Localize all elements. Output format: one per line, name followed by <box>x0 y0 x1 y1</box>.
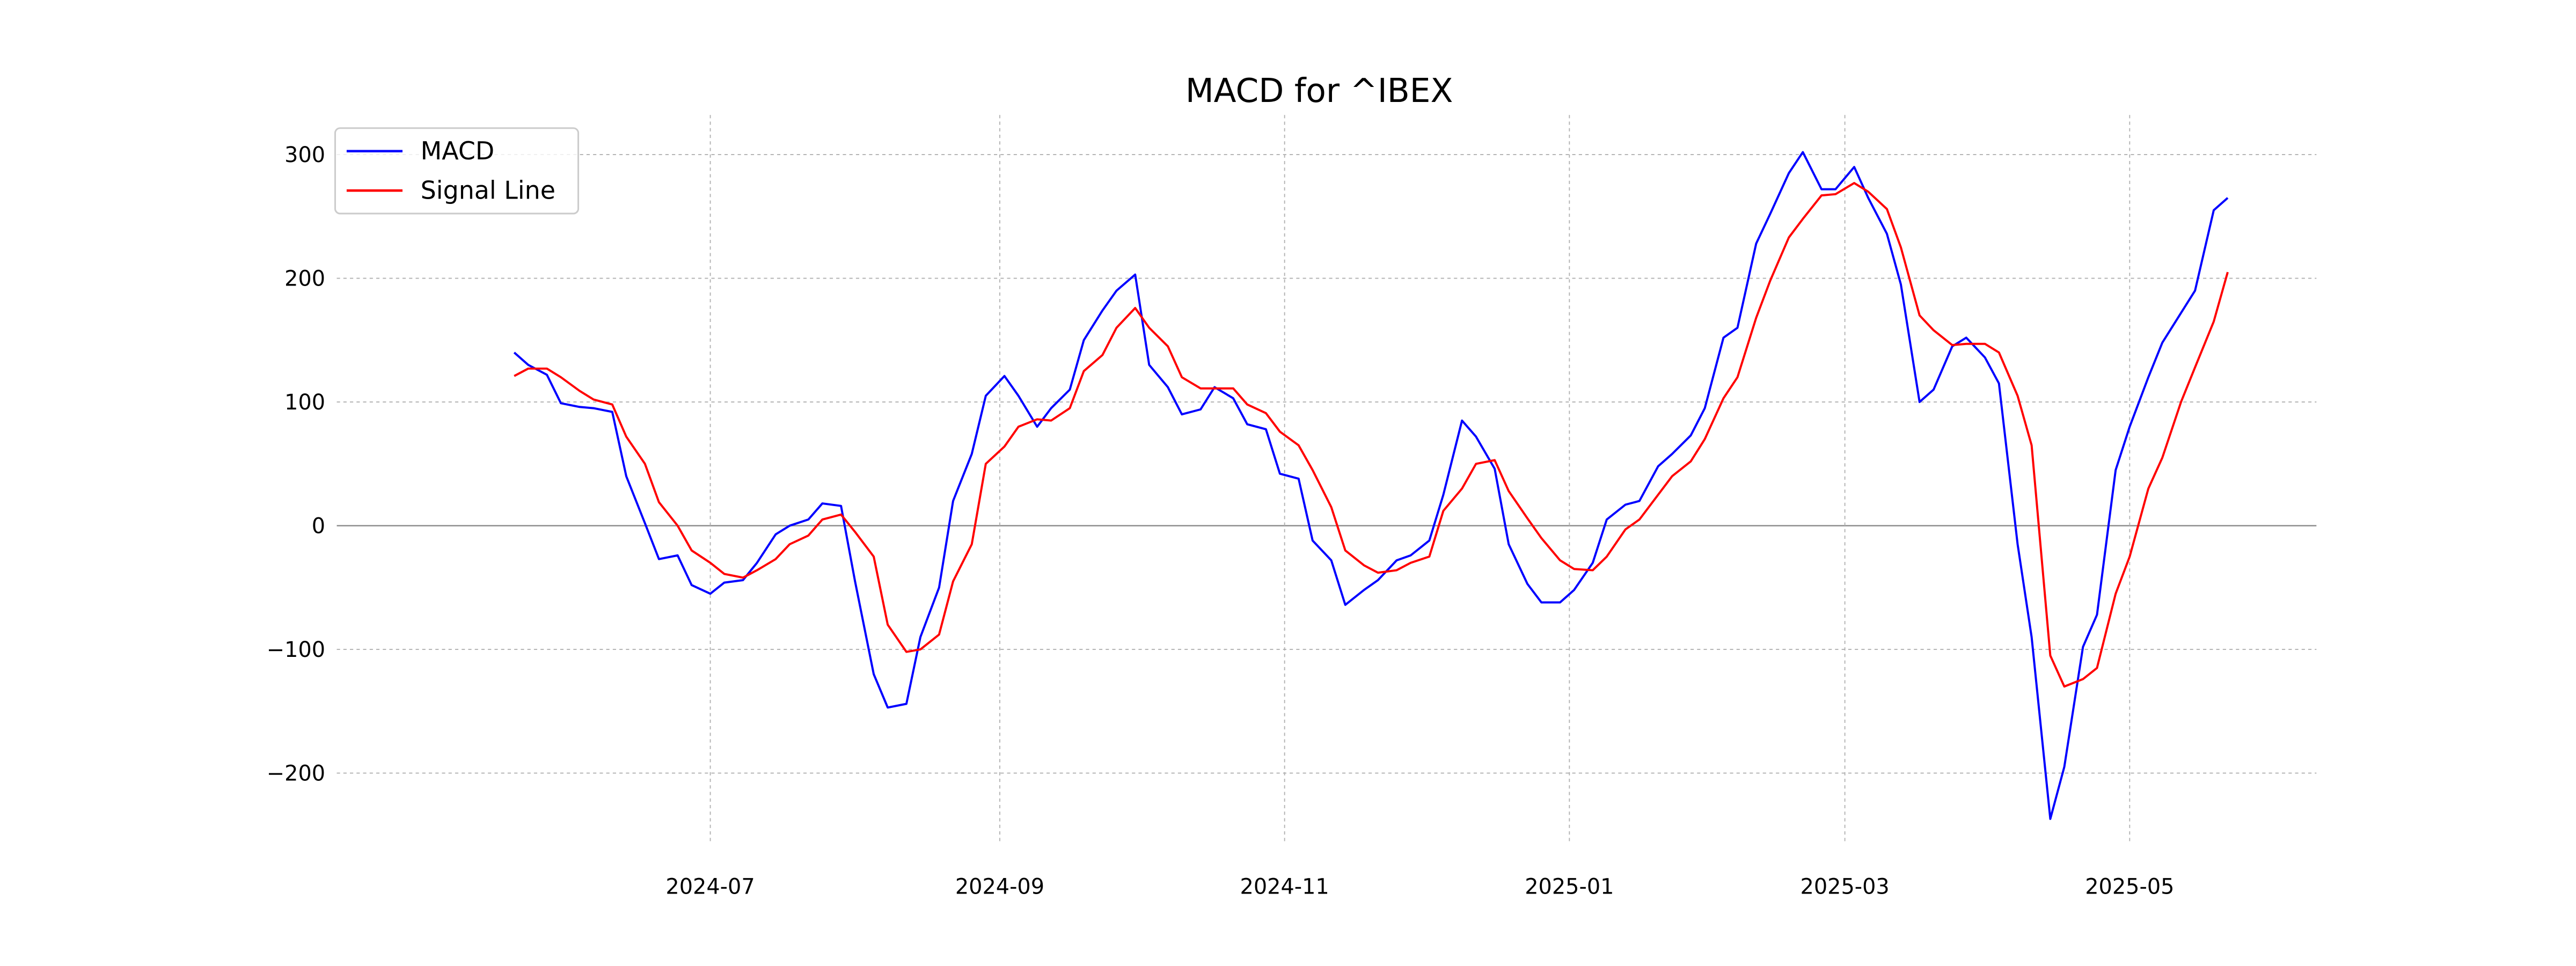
x-tick-label: 2024-09 <box>955 874 1044 899</box>
x-tick-label: 2025-03 <box>1801 874 1890 899</box>
legend-label-signal-line: Signal Line <box>421 175 555 204</box>
x-tick-label: 2024-11 <box>1240 874 1329 899</box>
y-tick-label: 0 <box>312 514 325 538</box>
series-line-signal-line <box>514 182 2229 688</box>
y-tick-label: −200 <box>267 761 325 786</box>
grid <box>336 115 2317 841</box>
x-tick-label: 2025-01 <box>1525 874 1614 899</box>
y-tick-label: 200 <box>284 266 325 291</box>
tick-labels: 300 200 100 0 −100 −200 2024-07 2024-09 2024-11 2… <box>267 143 2175 899</box>
y-tick-label: 100 <box>284 390 325 415</box>
chart-title: MACD for ^IBEX <box>1185 72 1453 110</box>
legend: MACD Signal Line <box>334 127 580 215</box>
series-lines <box>513 151 2229 820</box>
y-tick-label: −100 <box>267 638 325 662</box>
x-tick-label: 2025-05 <box>2085 874 2174 899</box>
legend-frame <box>334 127 580 215</box>
legend-label-macd: MACD <box>421 136 495 165</box>
series-line-macd <box>513 151 2229 820</box>
x-tick-label: 2024-07 <box>665 874 755 899</box>
y-tick-label: 300 <box>284 143 325 167</box>
